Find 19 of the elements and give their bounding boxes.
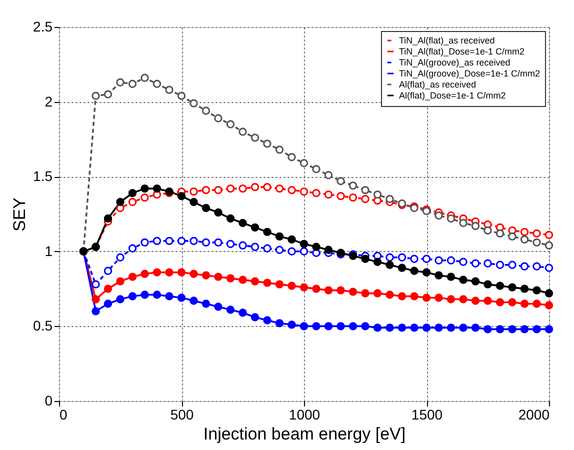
y-tick-label: 0.5 xyxy=(33,318,53,334)
legend-label: TiN_Al(groove)_Dose=1e-1 C/mm2 xyxy=(399,68,540,78)
y-tick-label: 1 xyxy=(44,242,53,259)
x-tick-label: 0 xyxy=(60,406,68,422)
x-tick-label: 1000 xyxy=(288,406,320,422)
x-tick-label: 1500 xyxy=(411,406,443,422)
legend-label: TiN_Al(groove)_as received xyxy=(399,58,510,68)
legend-label: TiN_Al(flat)_Dose=1e-1 C/mm2 xyxy=(399,46,524,56)
legend-label: Al(flat)_Dose=1e-1 C/mm2 xyxy=(399,90,506,100)
y-tick-label: 2.5 xyxy=(33,18,53,34)
legend-label: TiN_Al(flat)_as received xyxy=(399,36,495,46)
y-tick-label: 0 xyxy=(44,392,53,408)
legend-label: Al(flat)_as received xyxy=(399,80,476,90)
x-tick-label: 500 xyxy=(170,406,194,422)
y-axis-title: SEY xyxy=(10,197,30,232)
y-tick-label: 1.5 xyxy=(33,168,53,184)
y-tick-label: 2 xyxy=(44,93,53,110)
x-tick-label: 2000 xyxy=(518,406,550,422)
x-axis-title: Injection beam energy [eV] xyxy=(203,424,406,444)
